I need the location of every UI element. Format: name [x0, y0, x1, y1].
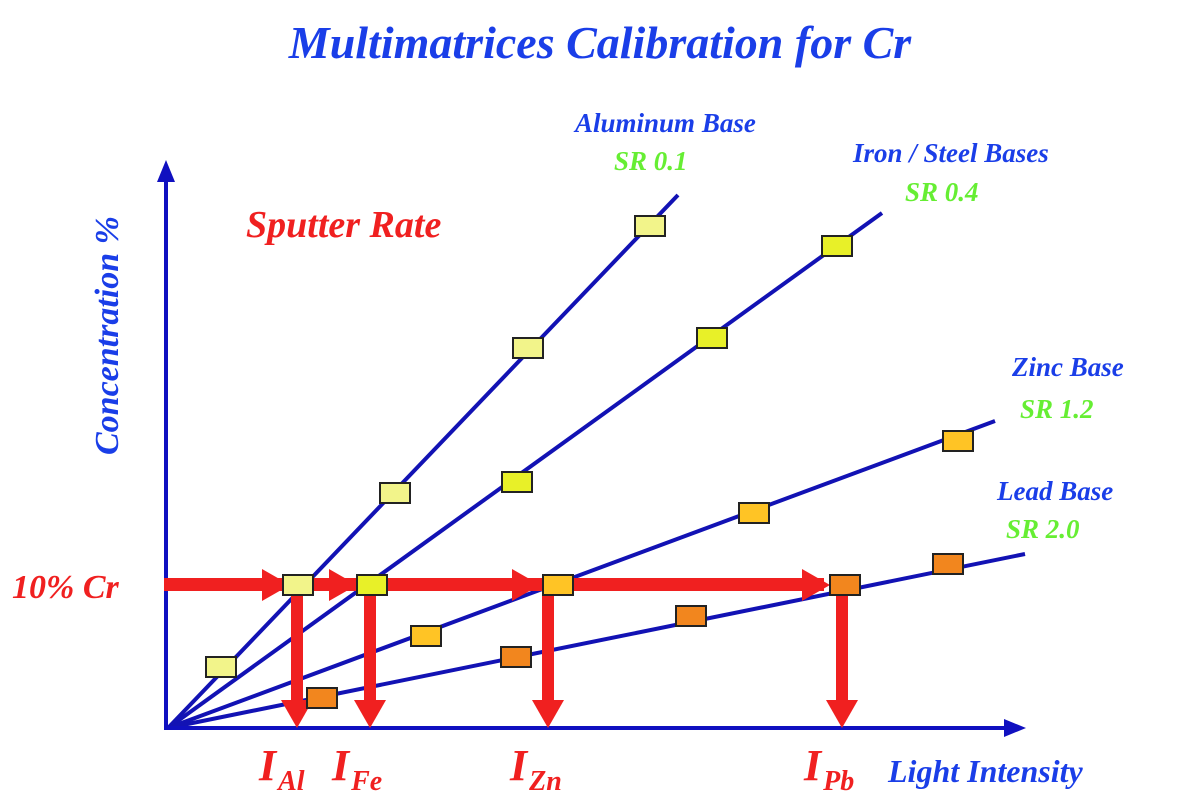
- intensity-label-pb: IPb: [803, 741, 854, 797]
- x-axis-label: Light Intensity: [887, 753, 1084, 789]
- calibration-point-pb: [829, 574, 861, 596]
- intensity-arrow-fe: [364, 590, 376, 702]
- intensity-arrow-zn: [542, 590, 554, 702]
- series-name-al: Aluminum Base: [573, 108, 756, 138]
- reference-arrowhead: [329, 569, 357, 601]
- calibration-line-fe: [166, 211, 884, 730]
- reading-arrows: [164, 569, 858, 728]
- series-name-pb: Lead Base: [996, 476, 1113, 506]
- calibration-point-pb: [675, 605, 707, 627]
- reference-arrowhead: [802, 569, 830, 601]
- calibration-point-fe: [821, 235, 853, 257]
- title: Multimatrices Calibration for Cr: [288, 17, 912, 68]
- reference-arrowhead: [262, 569, 290, 601]
- calibration-point-pb: [306, 687, 338, 709]
- intensity-arrowhead-al: [281, 700, 313, 728]
- series-name-fe: Iron / Steel Bases: [852, 138, 1049, 168]
- calibration-point-pb: [500, 646, 532, 668]
- calibration-point-al: [512, 337, 544, 359]
- calibration-line-al: [166, 193, 680, 730]
- calibration-point-fe: [356, 574, 388, 596]
- sputter-rate-annotation: Sputter Rate: [246, 204, 441, 246]
- calibration-point-zn: [542, 574, 574, 596]
- intensity-arrowhead-fe: [354, 700, 386, 728]
- intensity-arrowhead-zn: [532, 700, 564, 728]
- calibration-point-al: [379, 482, 411, 504]
- axes: [157, 160, 1026, 737]
- calibration-point-zn: [942, 430, 974, 452]
- y-axis-arrowhead: [157, 160, 175, 182]
- calibration-point-fe: [501, 471, 533, 493]
- intensity-arrow-al: [291, 590, 303, 702]
- intensity-label-zn: IZn: [509, 741, 562, 797]
- calibration-point-fe: [696, 327, 728, 349]
- sputter-rate-fe: SR 0.4: [905, 177, 979, 207]
- calibration-point-zn: [738, 502, 770, 524]
- calibration-point-pb: [932, 553, 964, 575]
- y-axis-label: Concentration %: [89, 216, 126, 455]
- reference-label-10pct-cr: 10% Cr: [12, 569, 120, 606]
- x-axis-arrowhead: [1004, 719, 1026, 737]
- calibration-markers: [205, 215, 974, 709]
- intensity-arrow-pb: [836, 590, 848, 702]
- sputter-rate-zn: SR 1.2: [1020, 394, 1094, 424]
- calibration-line-zn: [167, 419, 996, 730]
- calibration-point-al: [634, 215, 666, 237]
- sputter-rate-pb: SR 2.0: [1006, 514, 1080, 544]
- calibration-point-al: [282, 574, 314, 596]
- series-name-zn: Zinc Base: [1011, 352, 1124, 382]
- calibration-point-zn: [410, 625, 442, 647]
- intensity-arrowhead-pb: [826, 700, 858, 728]
- sputter-rate-al: SR 0.1: [614, 146, 688, 176]
- intensity-label-al: IAl: [258, 741, 305, 797]
- intensity-label-fe: IFe: [331, 741, 382, 797]
- calibration-point-al: [205, 656, 237, 678]
- reference-arrowhead: [512, 569, 540, 601]
